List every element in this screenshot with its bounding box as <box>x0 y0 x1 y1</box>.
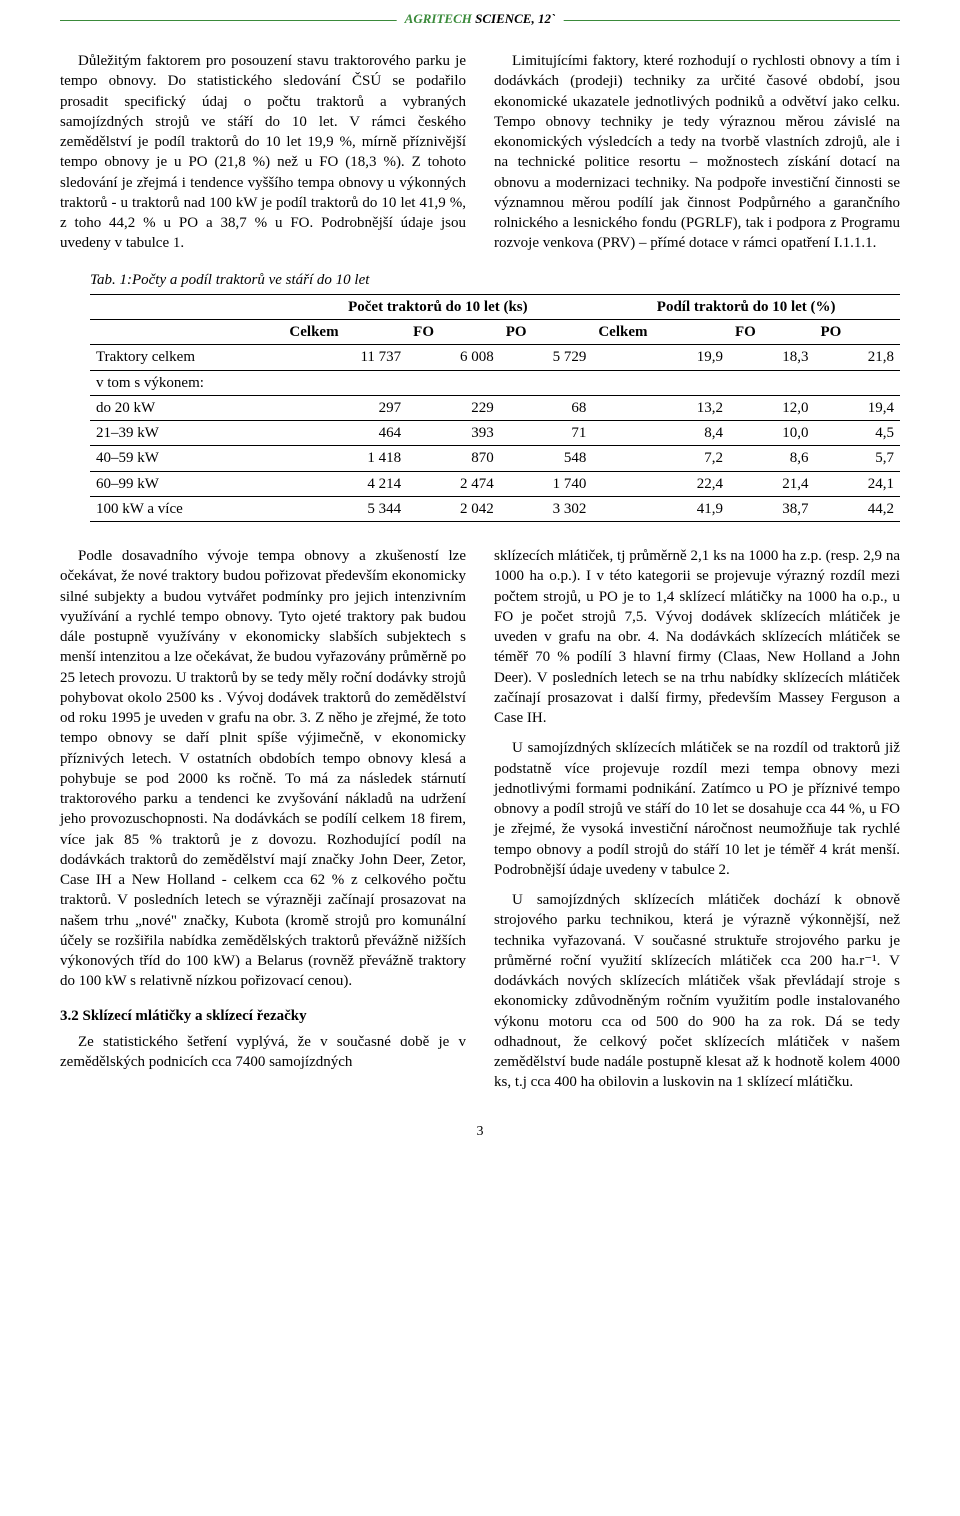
header-rule: AGRITECH SCIENCE, 12` <box>60 20 900 21</box>
table-cell: 464 <box>283 421 407 446</box>
bottom-right-col: sklízecích mlátiček, tj průměrně 2,1 ks … <box>494 546 900 1093</box>
table-cell: 21,4 <box>729 471 814 496</box>
table-cell: 6 008 <box>407 345 500 370</box>
table-cell: 7,2 <box>592 446 729 471</box>
bottom-left-col: Podle dosavadního vývoje tempa obnovy a … <box>60 546 466 1093</box>
top-left-para: Důležitým faktorem pro posouzení stavu t… <box>60 51 466 254</box>
th-c0 <box>90 320 283 345</box>
table-cell: 1 418 <box>283 446 407 471</box>
th-group-count: Počet traktorů do 10 let (ks) <box>283 294 592 319</box>
table-cell: 10,0 <box>729 421 814 446</box>
table-cell: 21–39 kW <box>90 421 283 446</box>
table-cell: 5,7 <box>814 446 900 471</box>
table-row: 100 kW a více5 3442 0423 30241,938,744,2 <box>90 496 900 521</box>
table-row: 40–59 kW1 4188705487,28,65,7 <box>90 446 900 471</box>
table-cell: 60–99 kW <box>90 471 283 496</box>
table-cell: 3 302 <box>500 496 593 521</box>
header-brand: AGRITECH <box>405 11 472 26</box>
table-cell: v tom s výkonem: <box>90 370 283 395</box>
table-header-row: Celkem FO PO Celkem FO PO <box>90 320 900 345</box>
table-cell: 4 214 <box>283 471 407 496</box>
table-cell: 21,8 <box>814 345 900 370</box>
table-cell: 12,0 <box>729 395 814 420</box>
top-right-col: Limitujícími faktory, které rozhodují o … <box>494 51 900 254</box>
table-cell: 41,9 <box>592 496 729 521</box>
table-cell: 19,4 <box>814 395 900 420</box>
th-blank <box>90 294 283 319</box>
section-heading: 3.2 Sklízecí mlátičky a sklízecí řezačky <box>60 1006 466 1026</box>
table-cell: 24,1 <box>814 471 900 496</box>
top-left-col: Důležitým faktorem pro posouzení stavu t… <box>60 51 466 254</box>
bottom-left-para2: Ze statistického šetření vyplývá, že v s… <box>60 1032 466 1073</box>
table-cell: 18,3 <box>729 345 814 370</box>
table-row: v tom s výkonem: <box>90 370 900 395</box>
table-row: 60–99 kW4 2142 4741 74022,421,424,1 <box>90 471 900 496</box>
bottom-right-para3: U samojízdných sklízecích mlátiček dochá… <box>494 890 900 1093</box>
tractor-table: Počet traktorů do 10 let (ks) Podíl trak… <box>90 294 900 522</box>
table-cell: 2 042 <box>407 496 500 521</box>
table-cell: 40–59 kW <box>90 446 283 471</box>
th-c5: FO <box>729 320 814 345</box>
top-columns: Důležitým faktorem pro posouzení stavu t… <box>60 51 900 254</box>
table-row: 21–39 kW464393718,410,04,5 <box>90 421 900 446</box>
table-cell: 4,5 <box>814 421 900 446</box>
top-right-para: Limitujícími faktory, které rozhodují o … <box>494 51 900 254</box>
table-cell: 8,4 <box>592 421 729 446</box>
table-cell: Traktory celkem <box>90 345 283 370</box>
table-row: Traktory celkem11 7376 0085 72919,918,32… <box>90 345 900 370</box>
table-cell <box>592 370 729 395</box>
table-cell: 548 <box>500 446 593 471</box>
table-cell: 393 <box>407 421 500 446</box>
header-rest: SCIENCE, 12` <box>472 11 555 26</box>
table-cell <box>729 370 814 395</box>
table-cell: 19,9 <box>592 345 729 370</box>
table-cell: 2 474 <box>407 471 500 496</box>
table-row: do 20 kW2972296813,212,019,4 <box>90 395 900 420</box>
page-number: 3 <box>60 1123 900 1142</box>
table-cell: 71 <box>500 421 593 446</box>
table-cell: 1 740 <box>500 471 593 496</box>
table-cell: 8,6 <box>729 446 814 471</box>
table-cell: 297 <box>283 395 407 420</box>
table-cell: 229 <box>407 395 500 420</box>
table-cell <box>814 370 900 395</box>
bottom-columns: Podle dosavadního vývoje tempa obnovy a … <box>60 546 900 1093</box>
table-cell: do 20 kW <box>90 395 283 420</box>
table-cell: 870 <box>407 446 500 471</box>
th-c1: Celkem <box>283 320 407 345</box>
table-cell: 38,7 <box>729 496 814 521</box>
th-group-share: Podíl traktorů do 10 let (%) <box>592 294 900 319</box>
table-cell: 5 729 <box>500 345 593 370</box>
table-cell: 11 737 <box>283 345 407 370</box>
table-cell <box>283 370 407 395</box>
header-label: AGRITECH SCIENCE, 12` <box>397 10 564 28</box>
table-cell: 13,2 <box>592 395 729 420</box>
table-header-group-row: Počet traktorů do 10 let (ks) Podíl trak… <box>90 294 900 319</box>
th-c4: Celkem <box>592 320 729 345</box>
table-cell: 22,4 <box>592 471 729 496</box>
bottom-right-para1: sklízecích mlátiček, tj průměrně 2,1 ks … <box>494 546 900 728</box>
table-caption: Tab. 1:Počty a podíl traktorů ve stáří d… <box>90 270 900 290</box>
table-cell <box>407 370 500 395</box>
table-cell: 5 344 <box>283 496 407 521</box>
bottom-right-para2: U samojízdných sklízecích mlátiček se na… <box>494 738 900 880</box>
table-cell: 100 kW a více <box>90 496 283 521</box>
th-c6: PO <box>814 320 900 345</box>
bottom-left-para1: Podle dosavadního vývoje tempa obnovy a … <box>60 546 466 992</box>
table-cell: 68 <box>500 395 593 420</box>
table-cell: 44,2 <box>814 496 900 521</box>
th-c3: PO <box>500 320 593 345</box>
table-body: Traktory celkem11 7376 0085 72919,918,32… <box>90 345 900 522</box>
table-cell <box>500 370 593 395</box>
th-c2: FO <box>407 320 500 345</box>
